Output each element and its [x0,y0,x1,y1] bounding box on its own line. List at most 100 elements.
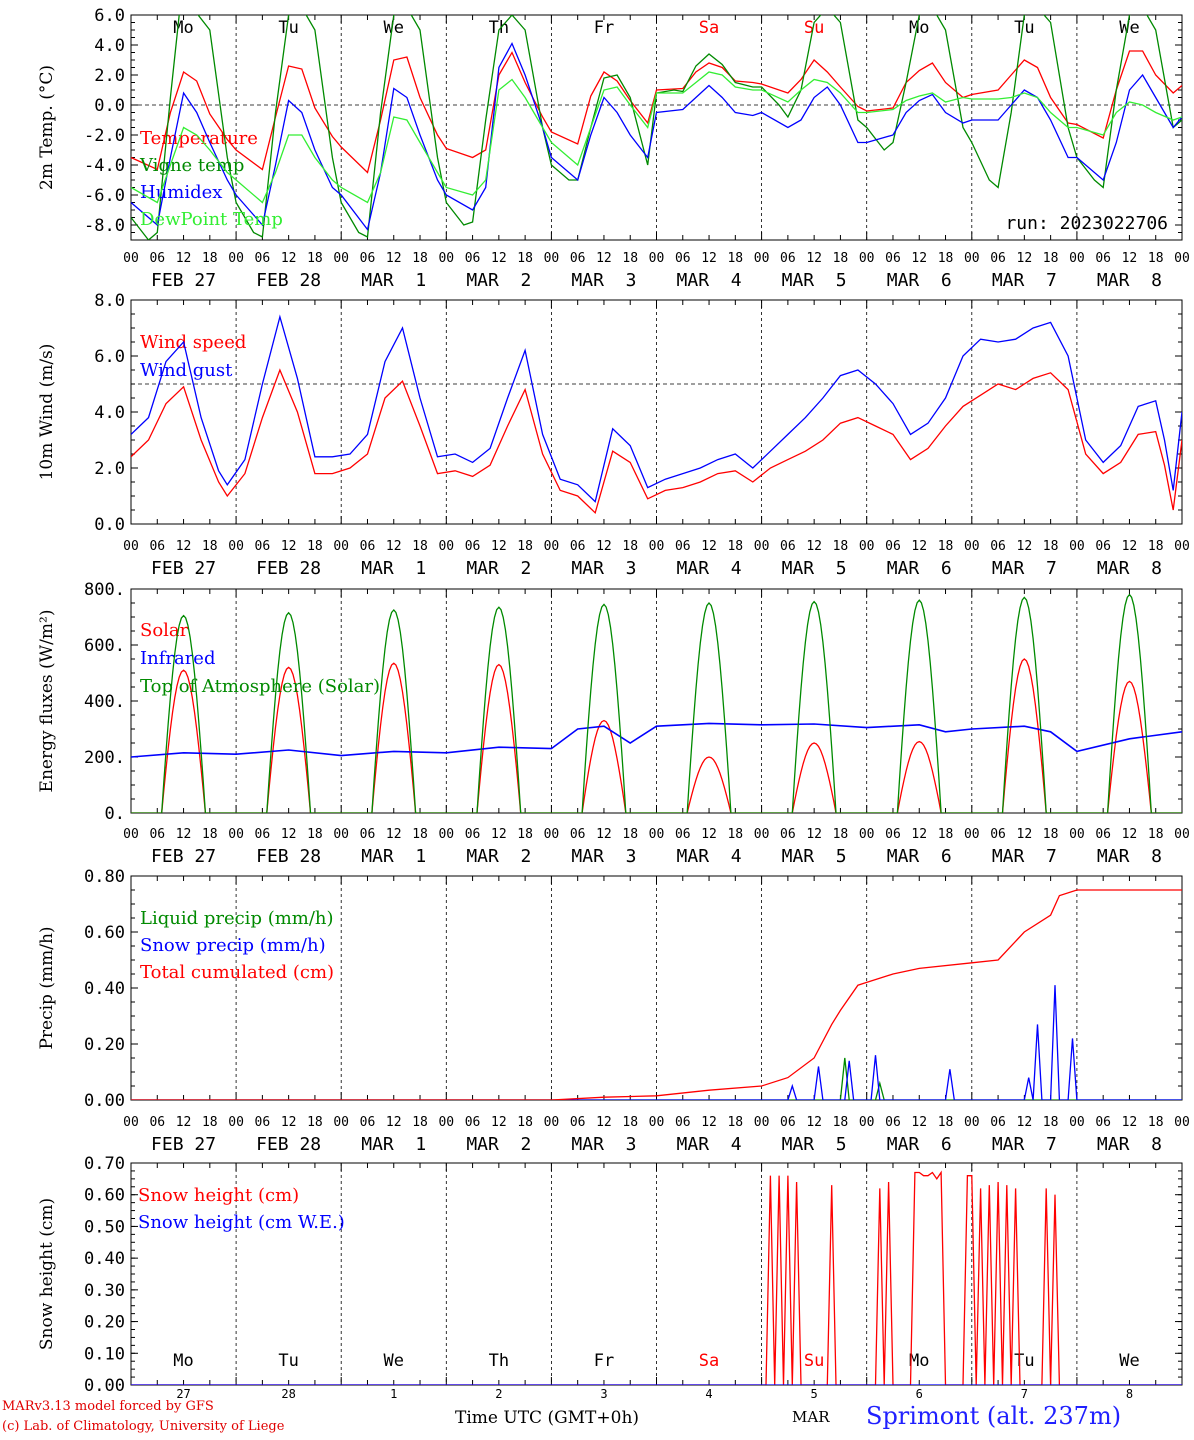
day-name-label: We [384,1351,404,1371]
date-label: MAR 8 [1097,1134,1162,1155]
date-label: MAR 6 [887,1134,952,1155]
legend-entry: Snow precip (mm/h) [140,935,326,956]
run-annotation: run: 2023022706 [1005,213,1168,234]
hour-label: 06 [360,539,376,554]
series-line-dewpoint-temp [131,71,1182,204]
day-number-label: 7 [1021,1387,1028,1401]
y-tick-label: 0.10 [84,1344,125,1364]
y-tick-label: 0.0 [94,96,125,116]
legend-entry: Solar [140,620,189,641]
hour-label: 18 [202,827,218,842]
hour-label: 18 [622,827,638,842]
hour-label: 06 [465,251,481,266]
legend-entry: Total cumulated (cm) [140,962,334,983]
hour-label: 00 [859,827,875,842]
day-name-label: Th [489,18,509,38]
hour-label: 06 [675,827,691,842]
hour-label: 12 [491,1115,507,1130]
hour-label: 18 [833,539,849,554]
hour-label: 06 [149,1115,165,1130]
hour-label: 00 [123,251,139,266]
date-label: MAR 5 [782,1134,847,1155]
hour-label: 00 [438,539,454,554]
hour-label: 06 [675,251,691,266]
hour-label: 06 [675,539,691,554]
hour-label: 18 [307,251,323,266]
legend-entry: Snow height (cm W.E.) [138,1212,345,1233]
date-label: MAR 5 [782,270,847,291]
y-tick-label: 0.70 [84,1154,125,1174]
hour-label: 06 [149,827,165,842]
hour-label: 06 [885,827,901,842]
series-line-solar [131,658,1182,813]
hour-label: 00 [1069,539,1085,554]
y-tick-label: 0.0 [94,515,125,535]
date-label: MAR 6 [887,846,952,867]
day-name-label: Fr [594,1351,614,1371]
hour-label: 18 [1148,827,1164,842]
date-label: MAR 5 [782,846,847,867]
hour-label: 18 [517,1115,533,1130]
hour-label: 12 [491,539,507,554]
hour-label: 12 [911,539,927,554]
hour-label: 00 [123,539,139,554]
hour-label: 00 [649,827,665,842]
hour-label: 06 [360,251,376,266]
series-line-top-of-atmosphere-solar- [131,593,1182,813]
y-tick-label: 0.40 [84,979,125,999]
month-label: MAR [792,1408,830,1426]
date-label: FEB 27 [151,846,216,867]
hour-label: 12 [1122,539,1138,554]
series-line-snow-height-cm- [131,1170,1182,1385]
hour-label: 18 [1148,251,1164,266]
hour-label: 06 [360,1115,376,1130]
y-tick-label: 200. [84,748,125,768]
hour-label: 12 [596,251,612,266]
hour-label: 00 [649,251,665,266]
hour-label: 18 [938,1115,954,1130]
hour-label: 18 [1043,539,1059,554]
hour-label: 00 [1069,251,1085,266]
day-name-label: Sa [699,18,719,38]
hour-label: 00 [333,1115,349,1130]
day-name-label: Mo [173,1351,193,1371]
hour-label: 18 [517,827,533,842]
y-tick-label: 6.0 [94,6,125,26]
panel-1-frame [130,14,1183,241]
hour-label: 06 [255,251,271,266]
legend-entry: Snow height (cm) [138,1185,299,1206]
hour-label: 12 [386,1115,402,1130]
hour-label: 06 [570,539,586,554]
hour-label: 00 [649,539,665,554]
hour-label: 06 [990,827,1006,842]
date-label: MAR 2 [466,846,531,867]
hour-label: 18 [727,1115,743,1130]
hour-label: 06 [780,539,796,554]
y-tick-label: 0.50 [84,1217,125,1237]
day-name-label: Mo [909,1351,929,1371]
date-label: MAR 2 [466,270,531,291]
hour-label: 18 [202,251,218,266]
y-tick-label: 0.40 [84,1249,125,1269]
day-name-label: Fr [594,18,614,38]
hour-label: 00 [964,251,980,266]
date-label: FEB 28 [256,846,321,867]
hour-label: 00 [123,1115,139,1130]
hour-label: 12 [281,827,297,842]
hour-label: 12 [281,539,297,554]
hour-label: 06 [255,827,271,842]
hour-label: 12 [1017,251,1033,266]
y-tick-label: 400. [84,692,125,712]
hour-label: 00 [228,827,244,842]
hour-label: 18 [833,1115,849,1130]
date-label: MAR 5 [782,558,847,579]
hour-label: 18 [727,827,743,842]
hour-label: 06 [675,1115,691,1130]
hour-label: 06 [255,539,271,554]
hour-label: 00 [123,827,139,842]
hour-label: 18 [938,251,954,266]
hour-label: 18 [517,251,533,266]
date-label: MAR 1 [361,270,426,291]
hour-label: 18 [412,827,428,842]
hour-label: 00 [964,827,980,842]
